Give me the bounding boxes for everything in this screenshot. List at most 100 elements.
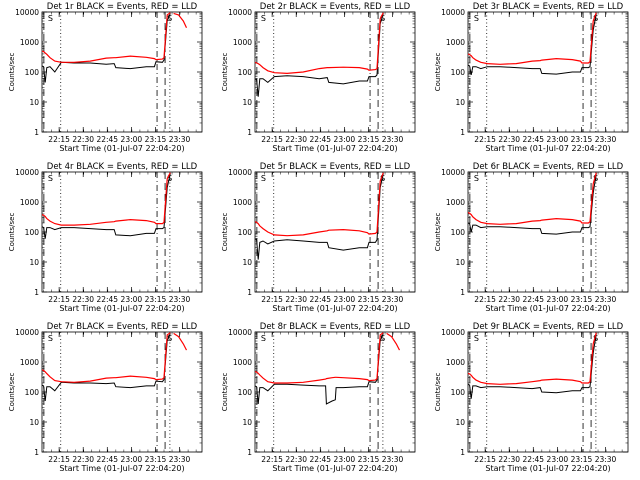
panel-title: Det 7r BLACK = Events, RED = LLD xyxy=(47,322,198,332)
events-series-line xyxy=(42,173,171,239)
x-tick-label: 23:30 xyxy=(169,295,191,304)
x-tick-label: 23:15 xyxy=(145,135,167,144)
series-group xyxy=(468,332,597,399)
series-group xyxy=(255,172,384,260)
x-tick-label: 23:30 xyxy=(595,295,617,304)
events-series-line xyxy=(468,173,597,235)
y-tick-label: 10000 xyxy=(15,8,39,17)
x-tick-label: 23:00 xyxy=(547,295,569,304)
y-tick-label: 10000 xyxy=(228,328,252,337)
x-tick-label: 23:00 xyxy=(121,455,143,464)
series-group xyxy=(255,12,384,97)
panel-det-8: Det 8r BLACK = Events, RED = LLD 1 10 100 10… xyxy=(221,322,416,473)
lld-series-tail xyxy=(173,12,188,28)
y-axis-label: Counts/sec xyxy=(434,53,442,92)
x-tick-label: 23:30 xyxy=(169,135,191,144)
y-tick-label: 10 xyxy=(455,98,465,107)
x-axis-label: Start Time (01-Jul-07 22:04:20) xyxy=(485,464,610,473)
marker-label: S xyxy=(380,334,385,343)
events-series-line xyxy=(42,333,171,402)
x-tick-label: 22:30 xyxy=(285,135,307,144)
x-tick-label: 22:15 xyxy=(474,295,496,304)
x-axis-label: Start Time (01-Jul-07 22:04:20) xyxy=(59,304,184,313)
x-axis-label: Start Time (01-Jul-07 22:04:20) xyxy=(59,464,184,473)
y-axis-label: Counts/sec xyxy=(8,213,16,252)
y-tick-label: 1 xyxy=(247,448,252,457)
marker-label: S xyxy=(48,334,53,343)
x-tick-label: 23:00 xyxy=(547,455,569,464)
x-tick-label: 23:30 xyxy=(595,135,617,144)
y-tick-label: 100 xyxy=(451,228,466,237)
y-tick-label: 1000 xyxy=(20,38,39,47)
y-tick-label: 1000 xyxy=(233,358,252,367)
x-tick-label: 23:00 xyxy=(334,135,356,144)
x-tick-label: 22:45 xyxy=(96,135,118,144)
x-tick-label: 23:30 xyxy=(595,455,617,464)
plot-frame xyxy=(254,11,416,133)
x-tick-label: 23:15 xyxy=(571,455,593,464)
x-axis-label: Start Time (01-Jul-07 22:04:20) xyxy=(272,144,397,153)
y-tick-label: 1 xyxy=(34,448,39,457)
x-tick-label: 23:15 xyxy=(571,135,593,144)
x-tick-label: 23:15 xyxy=(145,455,167,464)
y-tick-label: 10 xyxy=(242,258,252,267)
x-tick-label: 22:30 xyxy=(285,455,307,464)
marker-label: S xyxy=(48,14,53,23)
x-tick-label: 22:15 xyxy=(261,295,283,304)
plot-frame xyxy=(467,171,629,293)
lld-series-line xyxy=(255,332,384,384)
lld-series-line xyxy=(42,332,171,383)
y-tick-label: 10000 xyxy=(15,328,39,337)
y-axis-label: Counts/sec xyxy=(221,53,229,92)
marker-label: S xyxy=(261,14,266,23)
x-tick-label: 22:30 xyxy=(72,295,94,304)
y-tick-label: 1000 xyxy=(233,198,252,207)
y-tick-label: 100 xyxy=(238,388,253,397)
y-tick-label: 10 xyxy=(455,258,465,267)
y-axis-label: Counts/sec xyxy=(434,373,442,412)
y-tick-label: 100 xyxy=(238,228,253,237)
panel-title: Det 3r BLACK = Events, RED = LLD xyxy=(473,2,624,12)
x-axis-label: Start Time (01-Jul-07 22:04:20) xyxy=(485,304,610,313)
y-axis-label: Counts/sec xyxy=(434,213,442,252)
y-tick-label: 100 xyxy=(25,68,40,77)
marker-label: S xyxy=(474,174,479,183)
x-tick-label: 23:15 xyxy=(145,295,167,304)
x-tick-label: 23:30 xyxy=(382,295,404,304)
events-series-line xyxy=(468,13,597,75)
y-tick-label: 10 xyxy=(242,98,252,107)
marker-label: S xyxy=(167,334,172,343)
marker-label: S xyxy=(261,174,266,183)
x-tick-label: 23:30 xyxy=(382,135,404,144)
x-axis-label: Start Time (01-Jul-07 22:04:20) xyxy=(272,464,397,473)
panel-title: Det 6r BLACK = Events, RED = LLD xyxy=(473,162,624,172)
events-series-line xyxy=(255,333,384,405)
panel-det-2: Det 2r BLACK = Events, RED = LLD 1 10 100 10… xyxy=(221,2,416,153)
marker-label: S xyxy=(380,14,385,23)
marker-label: S xyxy=(167,14,172,23)
x-tick-label: 22:30 xyxy=(285,295,307,304)
events-series-line xyxy=(255,13,384,97)
y-tick-label: 1000 xyxy=(446,358,465,367)
y-tick-label: 1 xyxy=(247,288,252,297)
panel-title: Det 8r BLACK = Events, RED = LLD xyxy=(260,322,411,332)
x-axis-label: Start Time (01-Jul-07 22:04:20) xyxy=(485,144,610,153)
x-tick-label: 22:45 xyxy=(309,455,331,464)
x-tick-label: 22:45 xyxy=(522,135,544,144)
y-tick-label: 100 xyxy=(451,388,466,397)
panel-det-4: Det 4r BLACK = Events, RED = LLD 1 10 100 10… xyxy=(8,162,203,313)
x-tick-label: 22:45 xyxy=(522,455,544,464)
plot-frame xyxy=(467,11,629,133)
lld-series-line xyxy=(468,332,597,385)
x-axis-label: Start Time (01-Jul-07 22:04:20) xyxy=(59,144,184,153)
y-tick-label: 10000 xyxy=(441,328,465,337)
x-tick-label: 22:15 xyxy=(261,135,283,144)
lld-series-tail xyxy=(386,332,401,351)
lld-series-line xyxy=(468,12,597,65)
x-tick-label: 23:15 xyxy=(358,295,380,304)
y-tick-label: 10 xyxy=(242,418,252,427)
y-tick-label: 1 xyxy=(34,128,39,137)
panel-title: Det 9r BLACK = Events, RED = LLD xyxy=(473,322,624,332)
marker-label: S xyxy=(261,334,266,343)
